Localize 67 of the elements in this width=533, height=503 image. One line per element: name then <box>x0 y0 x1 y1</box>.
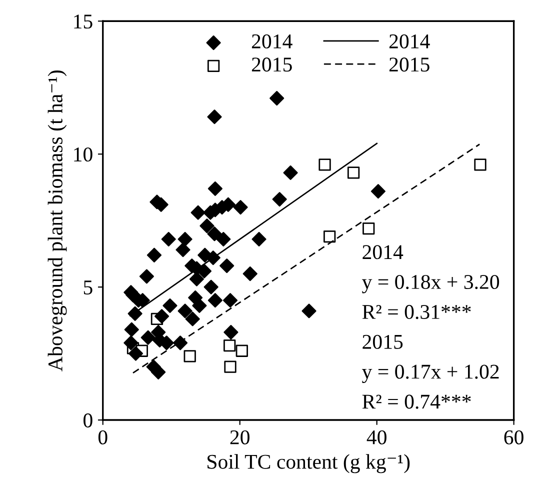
point <box>154 309 170 324</box>
point <box>176 242 190 258</box>
legend-label: 2015 <box>252 58 292 72</box>
x-tick-label: 20 <box>230 430 250 444</box>
y-tick-label: 5 <box>84 280 92 294</box>
point <box>283 165 298 180</box>
point <box>224 360 236 373</box>
point <box>362 222 375 235</box>
point <box>128 306 142 321</box>
point <box>178 304 192 318</box>
point <box>178 232 192 246</box>
point <box>208 181 222 196</box>
point <box>185 312 200 326</box>
x-tick-label: 60 <box>504 430 524 444</box>
point <box>207 226 222 242</box>
x-axis-title: Soil TC content (g kg⁻¹) <box>208 454 410 474</box>
annotation: R² = 0.74*** <box>362 394 471 409</box>
point <box>318 158 331 171</box>
point <box>206 250 220 266</box>
x-tick-label: 0 <box>98 430 108 444</box>
point <box>151 364 166 380</box>
point <box>347 166 360 179</box>
point <box>184 350 196 362</box>
point <box>208 293 222 308</box>
point <box>139 269 154 284</box>
point <box>162 298 178 313</box>
point <box>140 330 156 345</box>
annotation: y = 0.18x + 3.20 <box>362 274 500 294</box>
point <box>224 324 238 340</box>
point <box>224 339 236 352</box>
x-tick-label: 40 <box>366 430 386 444</box>
y-axis-title: Aboveground plant biomass (t ha⁻¹) <box>48 70 67 372</box>
point <box>128 346 144 361</box>
point <box>204 280 218 294</box>
point <box>146 248 162 262</box>
legend-label: 2014 <box>389 34 430 48</box>
point <box>474 158 486 171</box>
point <box>302 304 316 318</box>
annotation: y = 0.17x + 1.02 <box>362 364 499 384</box>
point <box>189 272 204 286</box>
point <box>192 298 207 313</box>
point <box>370 184 386 199</box>
point <box>124 336 138 350</box>
point <box>216 232 231 246</box>
legend-label: 2015 <box>389 58 430 72</box>
point <box>236 344 248 357</box>
point <box>172 336 188 350</box>
point <box>207 110 222 124</box>
y-tick-label: 10 <box>74 147 92 162</box>
point <box>242 266 258 282</box>
y-tick-label: 15 <box>74 14 92 29</box>
point <box>124 322 139 337</box>
annotation: 2014 <box>362 245 404 260</box>
point <box>161 232 176 246</box>
point <box>270 90 284 106</box>
annotation: R² = 0.31*** <box>362 304 471 320</box>
y-tick-label: 0 <box>84 413 92 428</box>
annotation: 2015 <box>362 334 403 349</box>
point <box>220 258 234 274</box>
point <box>272 192 287 207</box>
point <box>324 230 336 243</box>
legend-label: 2014 <box>252 34 292 48</box>
point <box>190 205 206 220</box>
point <box>252 232 266 246</box>
point <box>222 293 238 308</box>
point <box>200 218 214 234</box>
point <box>233 200 248 215</box>
